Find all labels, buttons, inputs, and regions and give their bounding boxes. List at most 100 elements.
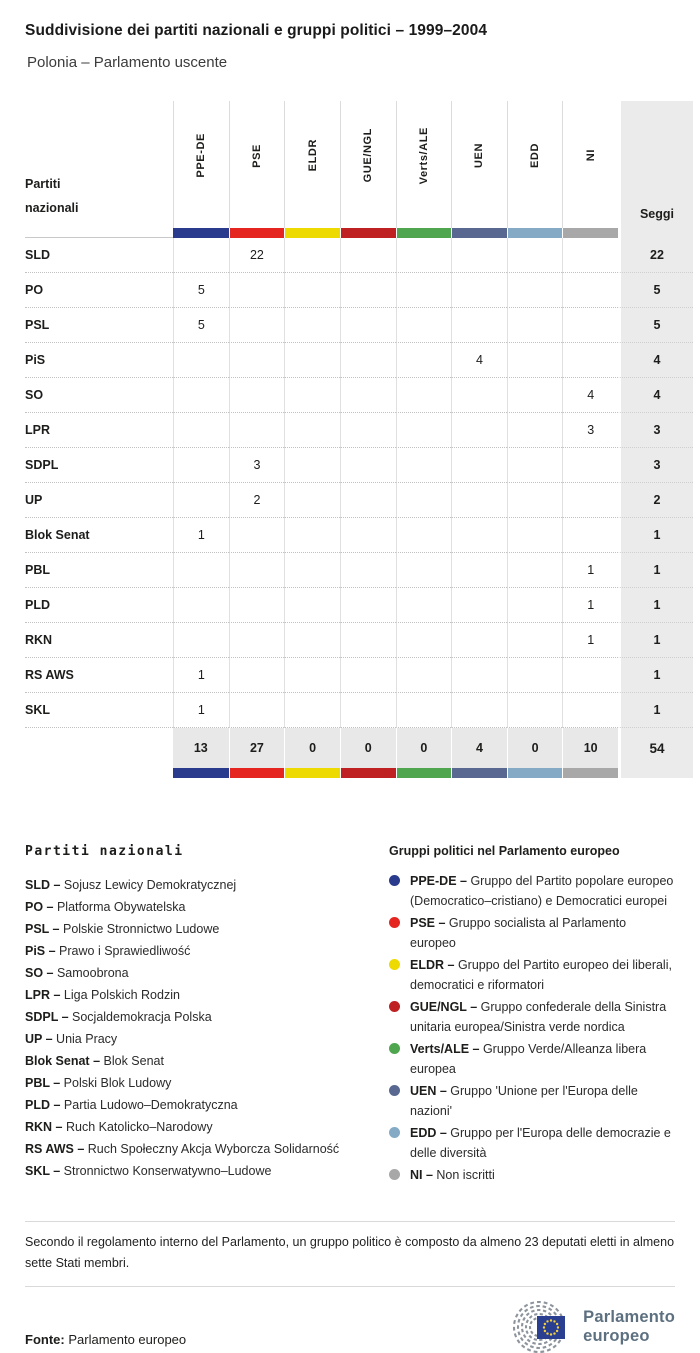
seat-cell-UEN <box>451 553 507 588</box>
total-seats: 54 <box>618 728 693 768</box>
seat-cell-PSE <box>228 273 285 308</box>
legend-party-item: PSL – Polskie Stronnictwo Ludowe <box>25 918 389 940</box>
seat-cell-UEN <box>451 623 507 658</box>
party-group-table: Partiti nazionali PPE-DE PSE ELDR GUE/NGL Ver… <box>25 101 693 778</box>
seat-cell-ELDR <box>284 518 340 553</box>
seat-cell-EDD <box>506 413 563 448</box>
column-header-parties: Partiti nazionali <box>25 177 79 215</box>
seat-cell-GUE/NGL <box>339 343 396 378</box>
seat-cell-EDD <box>506 343 563 378</box>
group-color-dot <box>389 1127 400 1138</box>
legend-party-item: PLD – Partia Ludowo–Demokratyczna <box>25 1094 389 1116</box>
party-abbr: PLD – <box>25 1098 64 1112</box>
seat-cell-NI: 1 <box>562 623 618 658</box>
seat-cell-PSE <box>228 693 285 728</box>
seat-cell-NI: 1 <box>562 553 618 588</box>
seat-cell-total: 4 <box>618 378 693 413</box>
total-EDD: 0 <box>506 728 563 768</box>
seat-cell-ELDR <box>284 308 340 343</box>
legend-group-item: GUE/NGL – Gruppo confederale della Sinis… <box>389 997 675 1037</box>
seat-cell-Verts/ALE <box>395 693 452 728</box>
group-color-bar-bottom-Verts/ALE <box>395 768 452 778</box>
seats-column-fill <box>618 768 693 778</box>
party-full-name: Polskie Stronnictwo Ludowe <box>62 922 220 936</box>
column-header-UEN: UEN <box>451 101 507 228</box>
total-UEN: 4 <box>451 728 507 768</box>
seat-cell-PSE: 22 <box>228 238 285 273</box>
group-abbr: PSE – <box>410 916 449 930</box>
group-color-bar-bottom-ELDR <box>284 768 340 778</box>
seat-cell-EDD <box>506 238 563 273</box>
group-full-name: Non iscritti <box>436 1168 495 1182</box>
legend-group-item: EDD – Gruppo per l'Europa delle democraz… <box>389 1123 675 1163</box>
group-description: EDD – Gruppo per l'Europa delle democraz… <box>410 1123 675 1163</box>
party-row-label: SLD <box>25 238 173 273</box>
seat-cell-total: 1 <box>618 553 693 588</box>
party-abbr: PO – <box>25 900 57 914</box>
group-color-dot <box>389 1043 400 1054</box>
seat-cell-NI: 3 <box>562 413 618 448</box>
group-full-name: Gruppo per l'Europa delle democrazie e d… <box>410 1126 671 1160</box>
group-color-bar-bottom-GUE/NGL <box>339 768 396 778</box>
group-color-dot <box>389 1169 400 1180</box>
group-color-bar-bottom-NI <box>562 768 618 778</box>
column-header-PPE-DE: PPE-DE <box>173 101 229 228</box>
group-abbr: NI – <box>410 1168 437 1182</box>
party-full-name: Ruch Katolicko–Narodowy <box>65 1120 213 1134</box>
seat-cell-Verts/ALE <box>395 378 452 413</box>
group-description: Verts/ALE – Gruppo Verde/Alleanza libera… <box>410 1039 675 1079</box>
seats-column-fill <box>618 228 693 238</box>
seat-cell-PPE-DE <box>173 553 229 588</box>
group-color-dot <box>389 959 400 970</box>
seat-cell-PSE <box>228 553 285 588</box>
legend-groups-list: PPE-DE – Gruppo del Partito popolare eur… <box>389 871 675 1185</box>
seat-cell-PPE-DE <box>173 483 229 518</box>
party-row-label: UP <box>25 483 173 518</box>
group-description: PSE – Gruppo socialista al Parlamento eu… <box>410 913 675 953</box>
seat-cell-total: 3 <box>618 448 693 483</box>
party-row-label: LPR <box>25 413 173 448</box>
group-full-name: Gruppo 'Unione per l'Europa delle nazion… <box>410 1084 638 1118</box>
party-row-label: RKN <box>25 623 173 658</box>
party-abbr: SLD – <box>25 878 64 892</box>
seat-cell-total: 1 <box>618 623 693 658</box>
legend-group-item: PPE-DE – Gruppo del Partito popolare eur… <box>389 871 675 911</box>
seat-cell-GUE/NGL <box>339 623 396 658</box>
party-abbr: RS AWS – <box>25 1142 88 1156</box>
legend-parties-list: SLD – Sojusz Lewicy Demokratycznej PO – P… <box>25 874 389 1182</box>
group-description: PPE-DE – Gruppo del Partito popolare eur… <box>410 871 675 911</box>
seat-cell-UEN: 4 <box>451 343 507 378</box>
total-ELDR: 0 <box>284 728 340 768</box>
party-row-label: PiS <box>25 343 173 378</box>
seat-cell-EDD <box>506 693 563 728</box>
seat-cell-Verts/ALE <box>395 448 452 483</box>
seat-cell-total: 1 <box>618 588 693 623</box>
seat-cell-UEN <box>451 588 507 623</box>
seat-cell-ELDR <box>284 693 340 728</box>
seat-cell-total: 4 <box>618 343 693 378</box>
column-header-EDD: EDD <box>506 101 563 228</box>
seat-cell-GUE/NGL <box>339 588 396 623</box>
party-row-label: SDPL <box>25 448 173 483</box>
seat-cell-ELDR <box>284 483 340 518</box>
seat-cell-PPE-DE <box>173 238 229 273</box>
group-abbr: EDD – <box>410 1126 451 1140</box>
logo-line2: europeo <box>583 1327 650 1345</box>
group-color-bar-Verts/ALE <box>395 228 452 238</box>
seat-cell-PPE-DE <box>173 378 229 413</box>
seat-cell-PPE-DE <box>173 623 229 658</box>
party-row-label: SKL <box>25 693 173 728</box>
seat-cell-PSE <box>228 413 285 448</box>
party-full-name: Blok Senat <box>103 1054 164 1068</box>
seat-cell-PPE-DE: 5 <box>173 273 229 308</box>
seat-cell-total: 1 <box>618 658 693 693</box>
seat-cell-EDD <box>506 588 563 623</box>
column-header-seats: Seggi <box>618 101 693 228</box>
group-color-dot <box>389 1085 400 1096</box>
seat-cell-ELDR <box>284 553 340 588</box>
total-Verts/ALE: 0 <box>395 728 452 768</box>
seat-cell-UEN <box>451 693 507 728</box>
party-abbr: Blok Senat – <box>25 1054 104 1068</box>
seat-cell-ELDR <box>284 273 340 308</box>
